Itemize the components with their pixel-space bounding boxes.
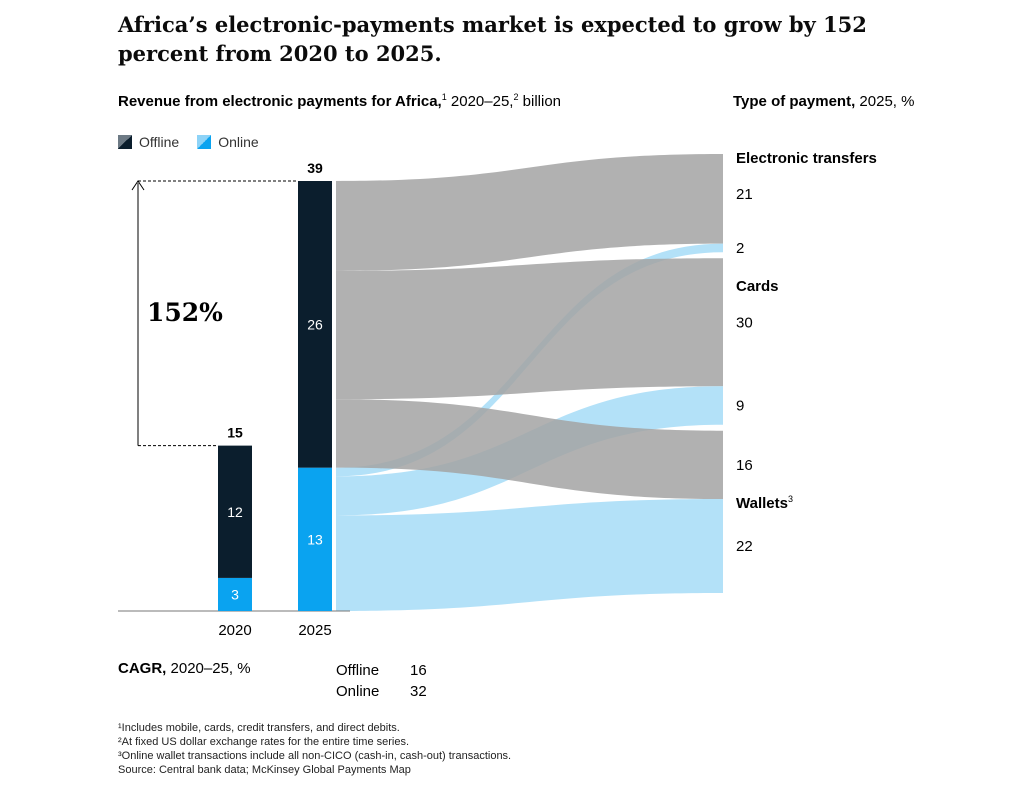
- bar-value-offline: 26: [307, 316, 323, 332]
- group-label: Electronic transfers: [736, 150, 877, 167]
- flow-offline-1: [336, 258, 723, 400]
- growth-label: 152%: [147, 298, 223, 327]
- legend-offline-label: Offline: [139, 134, 180, 150]
- cagr-row: Offline 16: [336, 660, 427, 681]
- bars: [118, 180, 350, 612]
- left-subtitle: Revenue from electronic payments for Afr…: [118, 92, 562, 111]
- footnote: ²At fixed US dollar exchange rates for t…: [118, 736, 410, 748]
- legend-online-label: Online: [218, 134, 259, 150]
- sankey-flows: [336, 154, 723, 611]
- online-swatch-icon: [197, 135, 212, 149]
- flow-value-label: 16: [736, 457, 753, 474]
- bar-offline-2025: [298, 181, 332, 468]
- legend-item-offline: Offline: [118, 134, 179, 150]
- legend: Offline Online: [118, 134, 259, 150]
- footnote: Source: Central bank data; McKinsey Glob…: [118, 764, 411, 776]
- cagr-name: Offline: [336, 662, 380, 679]
- x-tick-label: 2020: [218, 622, 251, 639]
- bar-online-2020: [218, 577, 252, 611]
- flow-offline-2: [336, 399, 723, 500]
- bar-value-offline: 12: [227, 504, 243, 520]
- cagr-table: Offline 16 Online 32: [336, 660, 427, 702]
- chart-labels: 12 3 15 2020 26 13 39 2025 21 2 30 9 16 22 Electronic …: [218, 150, 877, 639]
- flow-value-label: 30: [736, 314, 753, 331]
- x-tick-label: 2025: [298, 622, 331, 639]
- cagr-value: 16: [410, 662, 427, 679]
- flow-offline-0: [336, 154, 723, 271]
- footnotes: ¹Includes mobile, cards, credit transfer…: [118, 721, 511, 777]
- legend-item-online: Online: [197, 134, 259, 150]
- footnote: ¹Includes mobile, cards, credit transfer…: [118, 722, 400, 734]
- right-subtitle: Type of payment, 2025, %: [733, 93, 915, 110]
- footnote: ³Online wallet transactions include all …: [118, 750, 512, 762]
- chart-title: Africa’s electronic-payments market is e…: [118, 12, 867, 66]
- flow-value-label: 9: [736, 398, 744, 415]
- cagr-name: Online: [336, 683, 380, 700]
- flow-value-label: 2: [736, 240, 744, 257]
- bar-value-online: 3: [231, 586, 239, 602]
- group-label: Cards: [736, 278, 779, 295]
- bar-total-label: 39: [307, 160, 323, 176]
- bar-offline-2020: [218, 445, 252, 578]
- flow-value-label: 22: [736, 538, 753, 555]
- flow-value-label: 21: [736, 186, 753, 203]
- bar-total-label: 15: [227, 425, 243, 441]
- cagr-label: CAGR, 2020–25, %: [118, 660, 251, 677]
- bar-online-2025: [298, 467, 332, 611]
- arrowhead-icon: [131, 180, 145, 191]
- offline-swatch-icon: [118, 135, 132, 149]
- cagr-row: Online 32: [336, 681, 427, 702]
- flow-online-2: [336, 499, 723, 611]
- group-label: Wallets3: [736, 494, 793, 512]
- cagr-value: 32: [410, 683, 427, 700]
- bar-value-online: 13: [307, 531, 323, 547]
